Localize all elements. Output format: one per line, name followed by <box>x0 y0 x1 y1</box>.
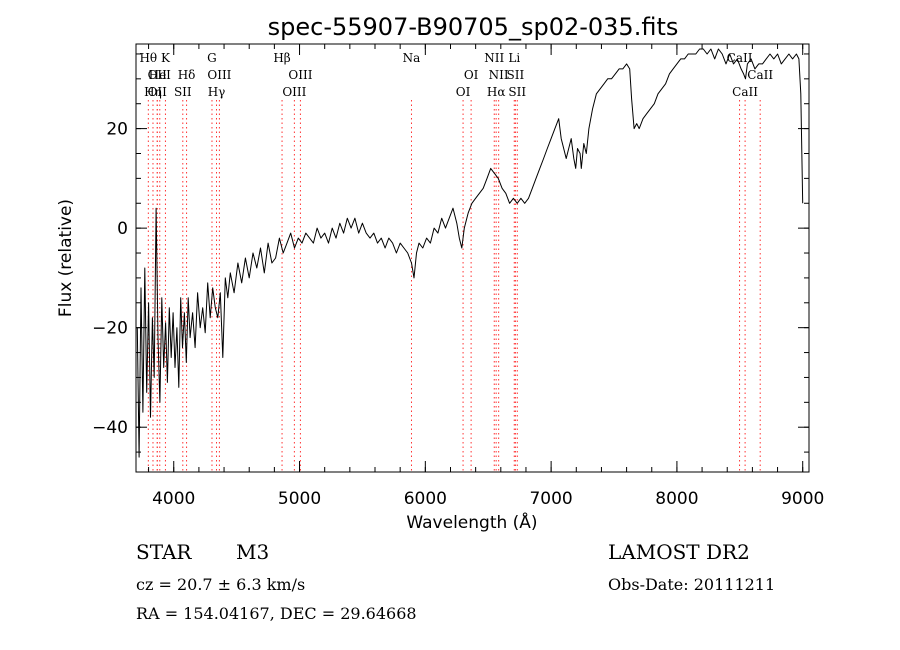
line-marker-label: Na <box>403 51 421 65</box>
line-marker-label: SII <box>507 68 525 82</box>
x-tick-label: 6000 <box>404 489 447 509</box>
line-marker-label: Hδ <box>178 68 196 82</box>
line-marker-label: OII <box>148 85 168 99</box>
spectrum-line <box>136 48 804 458</box>
line-marker-label: OI <box>464 68 479 82</box>
line-marker-label: Hβ <box>273 51 290 65</box>
chart-title: spec-55907-B90705_sp02-035.fits <box>268 13 679 41</box>
x-tick-label: 7000 <box>529 489 572 509</box>
line-marker-label: CaII <box>732 85 758 99</box>
y-axis-label: Flux (relative) <box>56 199 76 317</box>
line-marker-label: NII <box>489 68 509 82</box>
observation-date: Obs-Date: 20111211 <box>608 575 776 594</box>
line-marker-label: OIII <box>288 68 312 82</box>
object-class: STAR <box>136 540 192 564</box>
line-marker-label: Hη <box>144 85 162 99</box>
line-marker-label: SII <box>174 85 192 99</box>
line-marker-label: CaII <box>747 68 773 82</box>
line-marker-label: OII <box>148 68 168 82</box>
x-tick-label: 8000 <box>655 489 698 509</box>
line-marker-label: K <box>161 51 171 65</box>
y-tick-label: −20 <box>92 319 128 339</box>
spectrum-series <box>136 48 804 458</box>
line-marker-label: OIII <box>282 85 306 99</box>
axis-ticks: 4000 5000 6000 7000 8000 9000 −40 −20 0 20 <box>92 44 824 509</box>
spectral-line-markers: HθHηOIIOIIHeIKSIIHδGHγOIIIHβOIIIOIIINaOI… <box>139 51 773 472</box>
line-marker-label: CaII <box>727 51 753 65</box>
coordinates: RA = 154.04167, DEC = 29.64668 <box>136 604 417 623</box>
x-tick-label: 4000 <box>152 489 195 509</box>
x-axis-label: Wavelength (Å) <box>406 511 537 533</box>
line-marker-label: Li <box>508 51 520 65</box>
line-marker-label: OI <box>456 85 471 99</box>
line-marker-label: HeI <box>149 68 172 82</box>
y-tick-label: 20 <box>106 120 128 140</box>
line-marker-label: NII <box>484 51 504 65</box>
line-marker-label: Hθ <box>139 51 157 65</box>
plot-frame <box>135 43 810 473</box>
x-tick-label: 9000 <box>781 489 824 509</box>
y-tick-label: 0 <box>117 219 128 239</box>
line-marker-label: OIII <box>207 68 231 82</box>
redshift-velocity: cz = 20.7 ± 6.3 km/s <box>136 575 306 594</box>
line-marker-label: SII <box>508 85 526 99</box>
object-subclass: M3 <box>236 540 270 564</box>
line-marker-label: Hγ <box>208 85 226 99</box>
line-marker-label: Hα <box>487 85 506 99</box>
x-tick-label: 5000 <box>278 489 321 509</box>
y-tick-label: −40 <box>92 418 128 438</box>
line-marker-label: G <box>207 51 217 65</box>
survey-name: LAMOST DR2 <box>608 540 750 564</box>
